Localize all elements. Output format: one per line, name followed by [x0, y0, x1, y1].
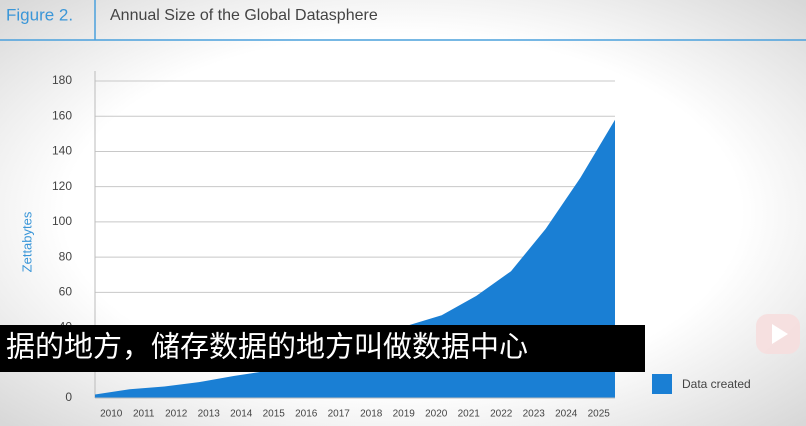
y-tick-label: 180 [52, 73, 72, 87]
x-tick-label: 2018 [360, 409, 383, 420]
play-icon[interactable] [756, 314, 800, 354]
x-tick-label: 2016 [295, 409, 318, 420]
figure-label: Figure 2. [6, 5, 73, 24]
x-tick-label: 2021 [458, 409, 481, 420]
x-tick-label: 2015 [263, 409, 286, 420]
x-tick-label: 2011 [133, 409, 155, 420]
chart-title: Annual Size of the Global Datasphere [110, 7, 378, 24]
y-tick-label: 60 [59, 285, 73, 299]
y-tick-label: 80 [59, 249, 73, 263]
subtitle-text: 据的地方，储存数据的地方叫做数据中心 [6, 331, 528, 364]
x-tick-label: 2010 [100, 409, 123, 420]
y-tick-label: 160 [52, 108, 72, 122]
x-tick-label: 2017 [328, 409, 351, 420]
legend-swatch [652, 374, 672, 394]
x-tick-label: 2023 [523, 409, 546, 420]
x-tick-label: 2014 [230, 409, 253, 420]
x-tick-label: 2022 [490, 409, 513, 420]
y-tick-label: 0 [65, 390, 72, 404]
y-tick-label: 120 [52, 179, 72, 193]
x-tick-label: 2024 [555, 409, 578, 420]
y-tick-label: 140 [52, 144, 72, 158]
x-tick-label: 2012 [165, 409, 188, 420]
subtitle-box [0, 325, 645, 372]
play-icon-triangle[interactable] [772, 324, 788, 344]
x-tick-label: 2013 [198, 409, 221, 420]
x-tick-label: 2019 [393, 409, 416, 420]
y-axis-label: Zettabytes [19, 211, 34, 272]
x-tick-label: 2025 [588, 409, 611, 420]
y-tick-label: 100 [52, 214, 72, 228]
legend-label: Data created [682, 377, 751, 391]
x-tick-label: 2020 [425, 409, 448, 420]
